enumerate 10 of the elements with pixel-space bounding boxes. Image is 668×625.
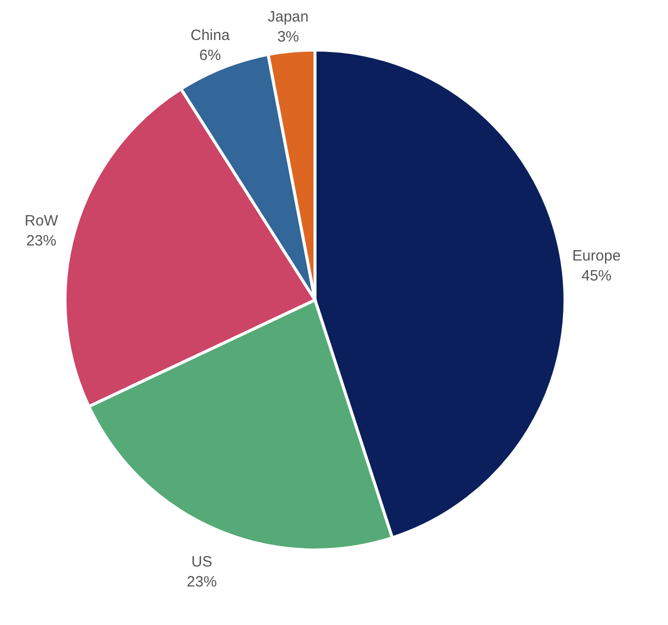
slice-label: RoW (24, 212, 59, 230)
slice-label: Europe (572, 247, 621, 264)
slice-label: Japan (268, 8, 309, 26)
data-label: 3% (277, 28, 300, 46)
data-label: 45% (581, 267, 612, 284)
data-label: 6% (199, 47, 221, 64)
data-label: 23% (186, 574, 217, 591)
slice-label: China (190, 27, 230, 44)
slice-label: US (191, 554, 212, 571)
data-label: 23% (26, 232, 56, 250)
